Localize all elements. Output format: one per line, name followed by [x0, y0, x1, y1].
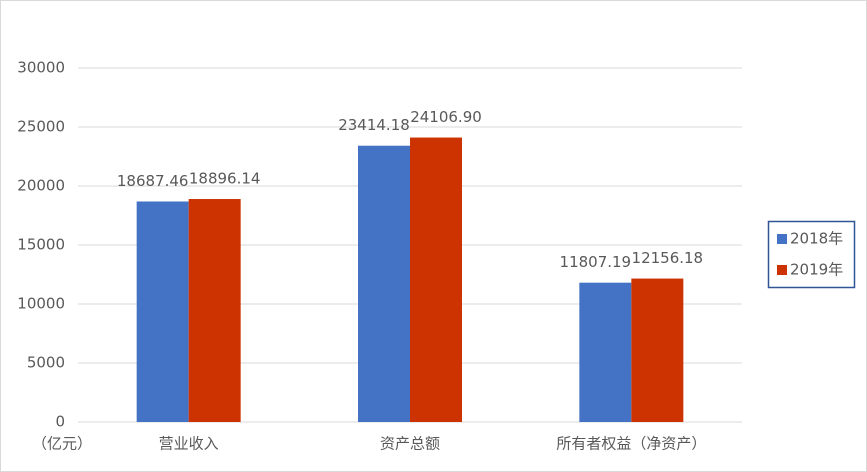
data-label: 23414.18 [338, 116, 410, 134]
y-tick-label: 25000 [17, 118, 65, 136]
x-tick-label: 营业收入 [159, 435, 219, 453]
y-tick-label: 15000 [17, 236, 65, 254]
bar [358, 145, 410, 422]
data-label: 12156.18 [632, 249, 704, 267]
x-tick-label: 所有者权益（净资产） [556, 435, 706, 453]
bar [136, 201, 189, 422]
bar [631, 278, 684, 422]
y-axis-label: （亿元） [32, 435, 92, 453]
y-tick-label: 5000 [27, 354, 65, 372]
legend-swatch [777, 234, 787, 244]
y-tick-label: 20000 [17, 177, 65, 195]
data-label: 11807.19 [560, 253, 632, 271]
y-tick-label: 30000 [17, 59, 65, 77]
y-tick-label: 0 [55, 413, 65, 431]
data-label: 18687.46 [117, 172, 189, 190]
x-tick-label: 资产总额 [380, 435, 440, 453]
legend-swatch [777, 265, 787, 275]
legend-label: 2018年 [790, 230, 843, 248]
bar [188, 199, 241, 422]
legend-label: 2019年 [790, 261, 843, 279]
data-label: 18896.14 [189, 170, 261, 188]
bar [579, 282, 632, 422]
data-label: 24106.90 [410, 108, 482, 126]
bar [410, 137, 462, 422]
y-tick-label: 10000 [17, 295, 65, 313]
legend-box [767, 220, 856, 289]
